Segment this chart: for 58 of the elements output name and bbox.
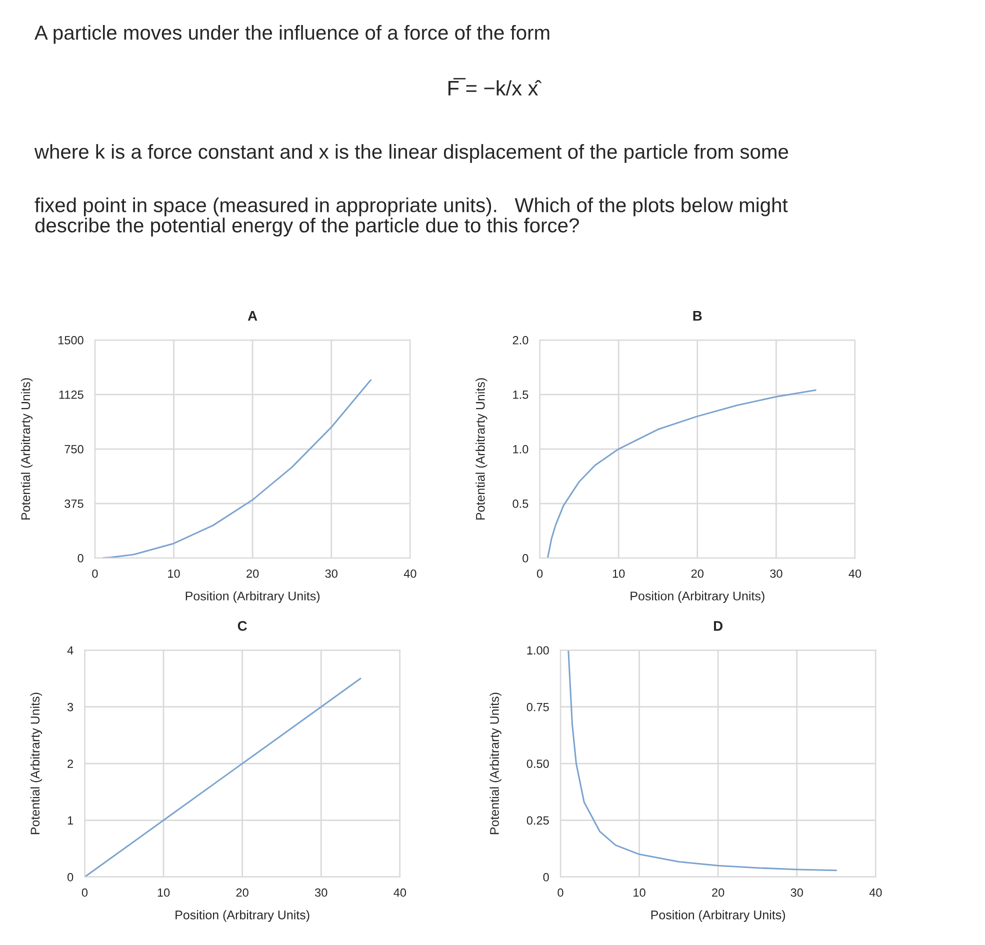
text: A particle moves under the influence of a force of the form	[34, 25, 550, 44]
x-tick-label: 40	[394, 888, 406, 897]
x-tick-label: 10	[612, 569, 625, 578]
y-tick-label: 750	[64, 445, 84, 454]
x-tick-label: 40	[869, 888, 882, 897]
line-series	[568, 650, 838, 872]
y-tick-label: 1.5	[513, 390, 528, 399]
x-tick-label: 0	[558, 888, 564, 897]
x-tick-label: 20	[712, 888, 724, 897]
x-axis-title: Position (Arbitrary Units)	[651, 910, 786, 922]
x-tick-label: 30	[314, 888, 328, 897]
y-axis-title: Potential (Arbitrarty Units)	[30, 692, 42, 834]
y-tick-label: 1500	[58, 336, 84, 344]
line-series	[546, 389, 816, 558]
x-tick-label: 10	[634, 888, 646, 897]
chart-title: D	[714, 621, 722, 631]
y-tick-label: 1.00	[527, 646, 549, 655]
x-tick-label: 40	[848, 569, 862, 578]
x-tick-label: 20	[236, 888, 248, 897]
x-tick-label: 30	[770, 569, 782, 578]
x-axis-title: Position (Arbitrary Units)	[176, 910, 310, 922]
y-tick-label: 0.25	[526, 816, 549, 825]
y-tick-label: 2.0	[512, 336, 528, 344]
y-tick-label: 0	[543, 872, 549, 882]
y-tick-label: 0.75	[526, 702, 549, 712]
y-tick-label: 1	[68, 816, 74, 825]
y-tick-label: 2	[68, 760, 74, 768]
y-tick-label: 1.0	[513, 445, 528, 454]
y-tick-label: 0	[522, 554, 528, 562]
x-axis-title: Position (Arbitrary Units)	[186, 591, 320, 603]
x-tick-label: 40	[404, 569, 416, 578]
x-tick-label: 10	[158, 888, 170, 897]
y-tick-label: 0	[78, 554, 84, 562]
line-series	[84, 678, 362, 877]
y-tick-label: 375	[64, 500, 84, 508]
chart-title: A	[248, 311, 258, 321]
y-tick-label: 1125	[59, 390, 84, 399]
y-tick-label: 0.50	[526, 760, 549, 768]
x-tick-label: 20	[246, 569, 259, 578]
chart-title: B	[693, 311, 702, 321]
y-tick-label: 4	[67, 646, 74, 654]
x-tick-label: 30	[790, 888, 803, 897]
text: fixed point in space (measured in appropriate units). Which of the plots below might describe the potential energy of the particle due to this force?	[34, 197, 788, 236]
y-axis-title: Potential (Arbitrarty Units)	[490, 692, 502, 834]
x-axis-title: Position (Arbitrary Units)	[630, 591, 764, 603]
text: where k is a force constant and x is the linear displacement of the particle from some	[34, 144, 788, 163]
x-tick-label: 30	[325, 569, 338, 578]
x-tick-label: 10	[168, 569, 180, 578]
y-axis-title: Potential (Arbitrarty Units)	[476, 378, 488, 520]
text: F̅ = −k/x x̂	[448, 78, 542, 96]
y-tick-label: 3	[67, 702, 74, 712]
chart-title: C	[238, 621, 247, 631]
line-series	[102, 379, 372, 558]
x-tick-label: 0	[92, 569, 98, 578]
y-tick-label: 0	[67, 872, 74, 882]
y-axis-title: Potential (Arbitrarty Units)	[20, 378, 33, 520]
y-tick-label: 0.5	[512, 500, 528, 508]
x-tick-label: 20	[691, 569, 704, 578]
